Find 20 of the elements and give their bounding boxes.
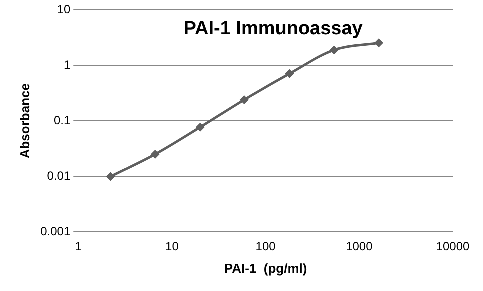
x-tick-label: 100 (256, 240, 276, 254)
point (106, 172, 116, 182)
point (240, 96, 249, 105)
y-tick-label: 0.001 (40, 224, 71, 238)
point (285, 69, 294, 78)
point (330, 46, 339, 55)
point (196, 122, 205, 132)
chart-title: PAI-1 Immunoassay (184, 18, 364, 40)
x-tick-label: 1000 (346, 240, 374, 254)
x-axis-title: PAI-1 (pg/ml) (224, 260, 308, 276)
y-tick-label: 0.01 (47, 168, 71, 183)
y-tick-label: 10 (57, 2, 71, 17)
y-axis-title: Absorbance (17, 84, 32, 159)
point (150, 150, 160, 159)
point (374, 38, 384, 48)
x-tick-label: 10000 (436, 240, 470, 254)
x-tick-label: 1 (75, 240, 82, 254)
y-tick-label: 0.1 (54, 113, 71, 128)
x-tick-label: 10 (166, 240, 180, 254)
y-tick-label: 1 (64, 58, 71, 72)
